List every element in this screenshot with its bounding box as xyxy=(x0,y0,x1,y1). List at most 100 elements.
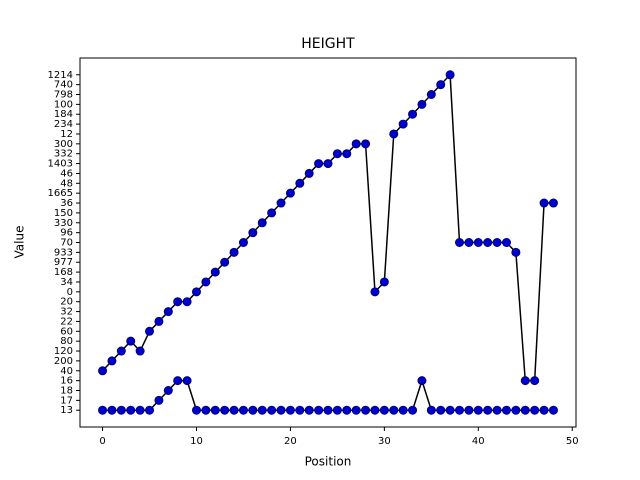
y-tick-label: 168 xyxy=(54,267,73,278)
data-point xyxy=(455,405,465,415)
data-point xyxy=(276,405,286,415)
data-point xyxy=(173,376,183,386)
series-line xyxy=(102,73,554,382)
data-point xyxy=(98,366,108,376)
data-point xyxy=(191,287,201,297)
data-point xyxy=(426,90,436,100)
data-point xyxy=(98,405,108,415)
data-point xyxy=(107,405,117,415)
data-point xyxy=(135,346,145,356)
data-point xyxy=(314,405,324,415)
data-point xyxy=(173,297,183,307)
data-point xyxy=(426,405,436,415)
data-point xyxy=(182,297,192,307)
data-point xyxy=(332,405,342,415)
data-point xyxy=(511,247,521,257)
x-axis-label: Position xyxy=(305,455,352,469)
x-tick-label: 40 xyxy=(472,436,485,447)
data-point xyxy=(445,405,455,415)
data-point xyxy=(408,109,418,119)
y-tick-label: 17 xyxy=(60,395,73,406)
data-point xyxy=(248,228,258,238)
data-point xyxy=(511,405,521,415)
data-point xyxy=(107,356,117,366)
data-point xyxy=(238,238,248,247)
data-point xyxy=(530,376,540,386)
data-point xyxy=(295,178,305,188)
data-point xyxy=(342,149,352,159)
data-point xyxy=(220,405,230,415)
data-point xyxy=(323,405,333,415)
y-tick-label: 150 xyxy=(54,208,73,219)
y-tick-label: 1403 xyxy=(48,159,73,170)
data-point xyxy=(445,70,455,80)
y-tick-label: 740 xyxy=(54,80,73,91)
data-point xyxy=(248,405,258,415)
y-tick-label: 70 xyxy=(60,238,73,249)
y-tick-label: 0 xyxy=(67,287,73,298)
y-tick-label: 36 xyxy=(60,198,73,209)
data-point xyxy=(417,99,427,109)
data-point xyxy=(389,129,399,139)
data-point xyxy=(473,405,483,415)
data-point xyxy=(229,247,239,257)
y-tick-label: 330 xyxy=(54,218,73,229)
y-tick-label: 40 xyxy=(60,366,73,377)
data-point xyxy=(520,405,530,415)
data-point xyxy=(267,208,277,218)
data-point xyxy=(473,238,483,247)
data-point xyxy=(135,405,145,415)
data-point xyxy=(163,385,173,395)
data-point xyxy=(548,405,558,415)
data-point xyxy=(539,198,549,208)
y-tick-label: 977 xyxy=(54,257,73,268)
data-point xyxy=(370,287,380,297)
data-point xyxy=(351,405,361,415)
data-point xyxy=(257,218,267,228)
data-point xyxy=(342,405,352,415)
data-point xyxy=(210,405,220,415)
data-point xyxy=(267,405,277,415)
data-point xyxy=(398,405,408,415)
data-point xyxy=(332,149,342,159)
data-point xyxy=(201,277,211,287)
data-point xyxy=(116,346,126,356)
data-point xyxy=(191,405,201,415)
x-tick-label: 20 xyxy=(284,436,297,447)
y-axis-label: Value xyxy=(13,226,27,259)
data-point xyxy=(304,405,314,415)
y-tick-label: 332 xyxy=(54,149,73,160)
y-tick-label: 18 xyxy=(60,385,73,396)
data-point xyxy=(492,405,502,415)
data-point xyxy=(276,198,286,208)
y-tick-label: 80 xyxy=(60,336,73,347)
data-point xyxy=(455,238,465,247)
data-point xyxy=(285,405,295,415)
y-tick-label: 60 xyxy=(60,326,73,337)
y-tick-label: 184 xyxy=(54,109,73,120)
data-point xyxy=(238,405,248,415)
y-tick-label: 13 xyxy=(60,405,73,416)
y-tick-label: 22 xyxy=(60,316,73,327)
data-point xyxy=(145,405,155,415)
data-point xyxy=(408,405,418,415)
data-point xyxy=(379,277,389,287)
data-point xyxy=(154,316,164,326)
data-point xyxy=(323,159,333,169)
y-tick-label: 300 xyxy=(54,139,73,150)
data-point xyxy=(314,159,324,169)
data-point xyxy=(379,405,389,415)
data-point xyxy=(483,238,493,247)
x-tick-label: 10 xyxy=(190,436,203,447)
y-tick-label: 96 xyxy=(60,228,73,239)
y-tick-label: 46 xyxy=(60,168,73,179)
y-tick-label: 1665 xyxy=(48,188,73,199)
data-point xyxy=(361,139,371,149)
y-tick-label: 12 xyxy=(60,129,73,140)
y-tick-label: 120 xyxy=(54,346,73,357)
data-point xyxy=(464,238,474,247)
data-point xyxy=(126,336,136,346)
data-point xyxy=(257,405,267,415)
data-point xyxy=(351,139,361,149)
y-tick-label: 32 xyxy=(60,307,73,318)
